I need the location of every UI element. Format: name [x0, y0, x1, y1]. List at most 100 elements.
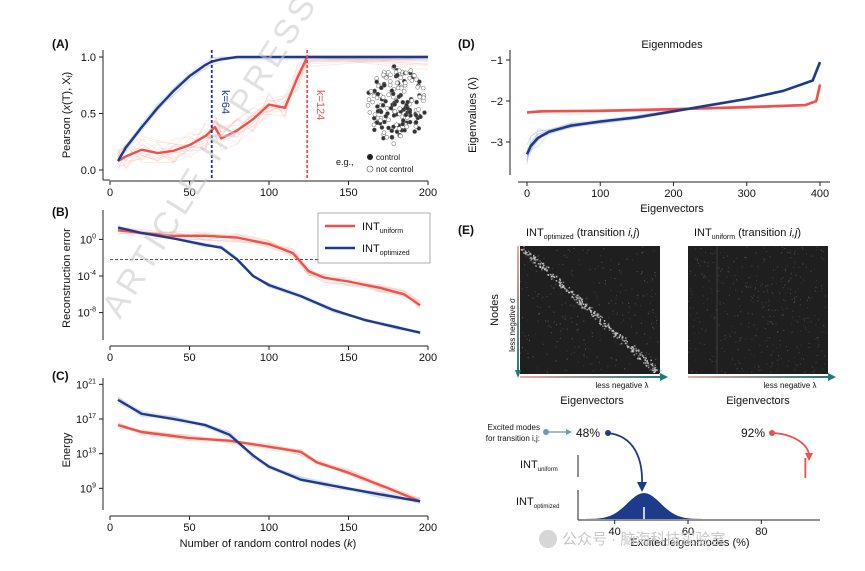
matrix-pixel [570, 291, 572, 293]
matrix-pixel [616, 312, 618, 314]
node-dot [416, 107, 421, 112]
matrix-pixel [744, 256, 746, 259]
panel-b-ylabel: Reconstruction error [61, 228, 73, 328]
matrix-pixel [605, 325, 607, 328]
matrix-pixel [542, 262, 545, 265]
node-dot [382, 83, 387, 88]
node-dot [408, 68, 413, 73]
series-line-INT_optimized [117, 398, 421, 503]
matrix-pixel [802, 263, 804, 265]
matrix-pixel [758, 365, 760, 367]
matrix-pixel [536, 259, 538, 261]
legend: INTuniform INToptimized [317, 212, 431, 264]
matrix-pixel [814, 338, 816, 340]
matrix-pixel [637, 297, 639, 299]
matrix-pixel [578, 301, 581, 303]
matrix-pixel [795, 274, 797, 276]
matrix-pixel [612, 310, 614, 312]
matrix-pixel [659, 369, 662, 372]
matrix-uniform-xlabel: Eigenvectors [726, 395, 790, 407]
matrix-pixel [789, 250, 791, 252]
xtick-label: 100 [260, 352, 278, 364]
matrix-pixel [815, 249, 817, 251]
matrix-pixel [535, 270, 537, 272]
matrix-pixel [649, 302, 652, 304]
matrix-pixel [695, 371, 698, 374]
xtick-label: 100 [591, 188, 609, 200]
matrix-pixel [635, 332, 638, 334]
matrix-pixel [532, 297, 534, 299]
matrix-pixel [656, 319, 658, 322]
matrix-pixel [741, 368, 743, 370]
matrix-pixel [587, 249, 589, 251]
matrix-pixel [713, 252, 716, 254]
matrix-pixel [761, 302, 763, 304]
legend-label-uniform: INTuniform [362, 221, 403, 235]
matrix-pixel [794, 291, 797, 293]
panel-d: (D) Eigenmodes Eigenvalues (λ) −1 −2 −3 0 1… [458, 37, 830, 215]
brain-node-inset [365, 64, 427, 146]
matrix-pixel [631, 324, 633, 326]
matrix-pixel [525, 349, 527, 351]
xtick-label: 0 [107, 352, 113, 364]
matrix-pixel [752, 301, 754, 303]
matrix-pixel [612, 329, 615, 332]
matrix-pixel [735, 341, 737, 343]
optimized-distribution-area [578, 493, 732, 519]
matrix-pixel [556, 341, 558, 343]
matrix-pixel [561, 304, 563, 306]
matrix-pixel [530, 259, 532, 262]
matrix-pixel [725, 337, 727, 339]
matrix-pixel [761, 283, 763, 285]
matrix-pixel [553, 287, 555, 289]
matrix-pixel [822, 368, 824, 370]
matrix-pixel [594, 268, 597, 270]
matrix-pixel [815, 286, 817, 288]
matrix-pixel [799, 363, 801, 365]
inset-legend-control: control [376, 153, 400, 162]
node-dot [374, 79, 379, 85]
matrix-pixel [646, 294, 648, 296]
node-dot [381, 130, 387, 135]
xtick-label: 150 [339, 187, 357, 199]
matrix-pixel [749, 276, 751, 278]
matrix-pixel [532, 256, 535, 259]
matrix-pixel [564, 287, 566, 290]
matrix-pixel [527, 254, 530, 256]
matrix-pixel [807, 317, 809, 319]
matrix-pixel [614, 277, 616, 280]
trial-line [117, 396, 421, 503]
matrix-pixel [567, 249, 569, 251]
matrix-pixel [584, 308, 586, 310]
matrix-pixel [804, 327, 806, 329]
matrix-pixel [734, 331, 736, 333]
matrix-pixel [753, 293, 755, 296]
series-line-INT_uniform [117, 229, 421, 307]
matrix-pixel [659, 373, 661, 375]
matrix-pixel [704, 261, 706, 263]
xtick-label: 150 [339, 522, 357, 534]
matrix-pixel [718, 267, 720, 269]
panel-c-series [117, 398, 421, 503]
matrix-pixel [733, 260, 735, 262]
matrix-pixel [576, 301, 579, 304]
matrix-pixel [748, 349, 750, 351]
matrix-pixel [562, 316, 564, 318]
matrix-pixel [593, 312, 595, 314]
matrix-pixel [767, 310, 769, 312]
matrix-pixel [777, 266, 779, 268]
matrix-pixel [582, 365, 585, 367]
matrix-pixel [797, 253, 799, 255]
matrix-pixel [530, 256, 532, 259]
matrix-pixel [779, 339, 781, 341]
matrix-pixel [765, 309, 767, 312]
node-dot [396, 94, 402, 99]
matrix-pixel [625, 337, 627, 339]
matrix-pixel [739, 362, 741, 364]
matrix-pixel [768, 309, 770, 311]
matrix-pixel [577, 329, 579, 331]
matrix-pixel [537, 258, 539, 261]
matrix-pixel [737, 360, 739, 362]
matrix-pixel [533, 257, 536, 259]
matrix-pixel [559, 282, 561, 284]
